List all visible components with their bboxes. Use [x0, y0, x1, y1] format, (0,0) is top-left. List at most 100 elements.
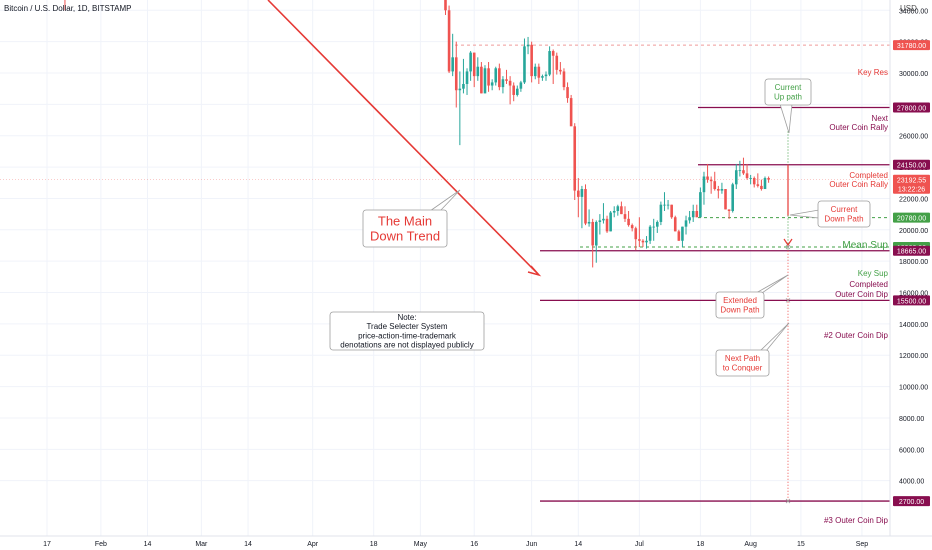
candle	[641, 239, 645, 248]
next-path-callout-text: to Conquer	[723, 363, 763, 372]
candle	[720, 182, 724, 194]
main-trend-callout-tail	[428, 189, 461, 212]
candle-body	[620, 206, 623, 215]
current-down-callout-tail	[789, 209, 820, 219]
x-tick-label: 17	[43, 541, 51, 548]
candle	[645, 236, 648, 249]
candle	[663, 192, 666, 211]
candle	[670, 204, 673, 219]
candle	[634, 226, 638, 251]
candle-body	[515, 88, 519, 95]
level-price-tag: 15500.00	[893, 295, 930, 306]
candle	[616, 204, 620, 216]
label-completed-rally-2: Outer Coin Rally	[829, 180, 888, 189]
extended-down-callout-box	[715, 291, 765, 319]
main-trend-line	[267, 0, 538, 274]
candle-body	[602, 218, 605, 221]
x-tick-label: 14	[144, 541, 152, 548]
candle-body	[742, 170, 745, 174]
candle-body	[501, 79, 505, 88]
level-price-tag-bg	[893, 159, 930, 170]
candle-body	[505, 79, 508, 81]
candle-body	[763, 178, 767, 190]
candle	[483, 65, 487, 94]
candle	[598, 214, 602, 235]
y-tick-label: 14000.00	[899, 322, 928, 329]
current-up-callout-text: Up path	[774, 92, 802, 101]
price-axis[interactable]: USD 4000.00 6000.00 8000.00 10000.00 12000.0…	[889, 0, 930, 536]
candle	[656, 220, 659, 233]
candle	[756, 173, 760, 188]
candle-body	[648, 226, 652, 241]
candle-body	[551, 51, 555, 56]
candle	[541, 74, 544, 81]
note-callout: Note:Trade Selecter Systemprice-action-t…	[329, 311, 485, 351]
candle-body	[469, 52, 472, 72]
candle	[591, 218, 594, 268]
candle-body	[738, 170, 742, 172]
candle-body	[562, 71, 566, 88]
extended-down-callout-text: Down Path	[720, 305, 759, 314]
level-price-tag-text: 24150.00	[897, 163, 926, 170]
candle-body	[512, 85, 515, 95]
note-callout-text: Note:	[397, 313, 416, 322]
current-price-value: 23192.55	[897, 178, 926, 185]
candle	[605, 215, 609, 233]
candle	[501, 76, 505, 94]
candle	[584, 184, 587, 226]
level-price-tag-text: 20780.00	[897, 216, 926, 223]
extended-down-callout-text: Extended	[723, 296, 757, 305]
key-levels	[0, 44, 890, 502]
label-next-rally-2: Outer Coin Rally	[829, 123, 888, 132]
candle	[652, 218, 656, 241]
candle-body	[555, 55, 559, 70]
y-tick-label: 6000.00	[899, 447, 924, 454]
y-tick-label: 4000.00	[899, 479, 924, 486]
candle	[602, 203, 605, 224]
note-callout-text: Trade Selecter System	[366, 322, 447, 331]
candle-body	[681, 226, 684, 241]
candle	[702, 171, 706, 205]
candle-body	[472, 52, 476, 77]
y-tick-label: 22000.00	[899, 196, 928, 203]
candle	[630, 223, 634, 232]
y-tick-label: 30000.00	[899, 71, 928, 78]
level-price-tag-text: 15500.00	[897, 298, 926, 305]
candle	[745, 163, 749, 180]
candle-body	[727, 209, 731, 211]
candle-body	[699, 192, 702, 218]
candle-body	[630, 225, 634, 229]
next-path-callout-text: Next Path	[725, 354, 760, 363]
candle-body	[673, 217, 677, 232]
level-price-tag: 2700.00	[893, 496, 930, 507]
candle-body	[487, 68, 490, 86]
candle	[533, 63, 537, 80]
candle-body	[666, 204, 670, 206]
main-trend-callout-text: Down Trend	[370, 229, 440, 244]
candle-body	[494, 68, 498, 83]
candle	[530, 41, 533, 83]
candle	[462, 58, 465, 94]
candle	[627, 210, 630, 227]
candle	[638, 217, 641, 248]
candle-body	[756, 184, 760, 186]
level-price-tag-text: 31780.00	[897, 43, 926, 50]
candle-body	[734, 170, 738, 185]
candle	[512, 82, 515, 102]
candle-body	[598, 220, 602, 222]
candle-body	[490, 82, 494, 86]
candle	[734, 163, 738, 190]
x-tick-label: Jun	[526, 541, 537, 548]
time-axis[interactable]: 17 Feb 14 Mar 14 Apr 18 May 16 Jun 14 Jul 18 Aug 15 Sep	[0, 535, 932, 548]
candle	[472, 52, 476, 88]
label-mean-sup: Mean Sup	[842, 240, 888, 251]
candle	[731, 182, 734, 213]
candle-body	[447, 10, 451, 72]
candle-body	[709, 179, 713, 182]
candle	[623, 206, 627, 222]
current-price-tag: 23192.55 13:22:26	[893, 174, 930, 194]
x-tick-label: 14	[244, 541, 252, 548]
